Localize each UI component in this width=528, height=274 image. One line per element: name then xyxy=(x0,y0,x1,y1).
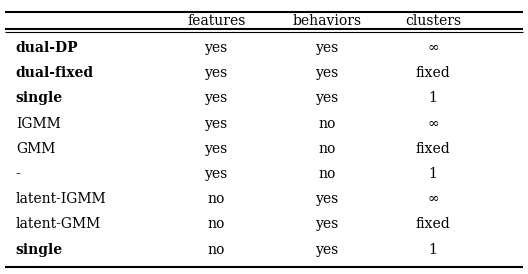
Text: fixed: fixed xyxy=(416,142,450,156)
Text: yes: yes xyxy=(316,242,339,257)
Text: GMM: GMM xyxy=(16,142,55,156)
Text: no: no xyxy=(319,116,336,131)
Text: no: no xyxy=(208,192,225,206)
Text: no: no xyxy=(208,217,225,232)
Text: IGMM: IGMM xyxy=(16,116,61,131)
Text: fixed: fixed xyxy=(416,217,450,232)
Text: ∞: ∞ xyxy=(427,116,439,131)
Text: yes: yes xyxy=(316,217,339,232)
Text: no: no xyxy=(319,142,336,156)
Text: yes: yes xyxy=(205,142,228,156)
Text: yes: yes xyxy=(316,66,339,80)
Text: no: no xyxy=(319,167,336,181)
Text: single: single xyxy=(16,242,63,257)
Text: yes: yes xyxy=(316,91,339,105)
Text: ∞: ∞ xyxy=(427,192,439,206)
Text: ∞: ∞ xyxy=(427,41,439,55)
Text: latent-GMM: latent-GMM xyxy=(16,217,101,232)
Text: 1: 1 xyxy=(429,167,437,181)
Text: 1: 1 xyxy=(429,242,437,257)
Text: no: no xyxy=(208,242,225,257)
Text: yes: yes xyxy=(205,167,228,181)
Text: behaviors: behaviors xyxy=(293,13,362,28)
Text: fixed: fixed xyxy=(416,66,450,80)
Text: yes: yes xyxy=(205,116,228,131)
Text: latent-IGMM: latent-IGMM xyxy=(16,192,107,206)
Text: yes: yes xyxy=(205,66,228,80)
Text: dual-DP: dual-DP xyxy=(16,41,79,55)
Text: yes: yes xyxy=(205,91,228,105)
Text: yes: yes xyxy=(316,192,339,206)
Text: features: features xyxy=(187,13,246,28)
Text: clusters: clusters xyxy=(405,13,461,28)
Text: yes: yes xyxy=(316,41,339,55)
Text: 1: 1 xyxy=(429,91,437,105)
Text: -: - xyxy=(16,167,21,181)
Text: dual-fixed: dual-fixed xyxy=(16,66,94,80)
Text: single: single xyxy=(16,91,63,105)
Text: yes: yes xyxy=(205,41,228,55)
